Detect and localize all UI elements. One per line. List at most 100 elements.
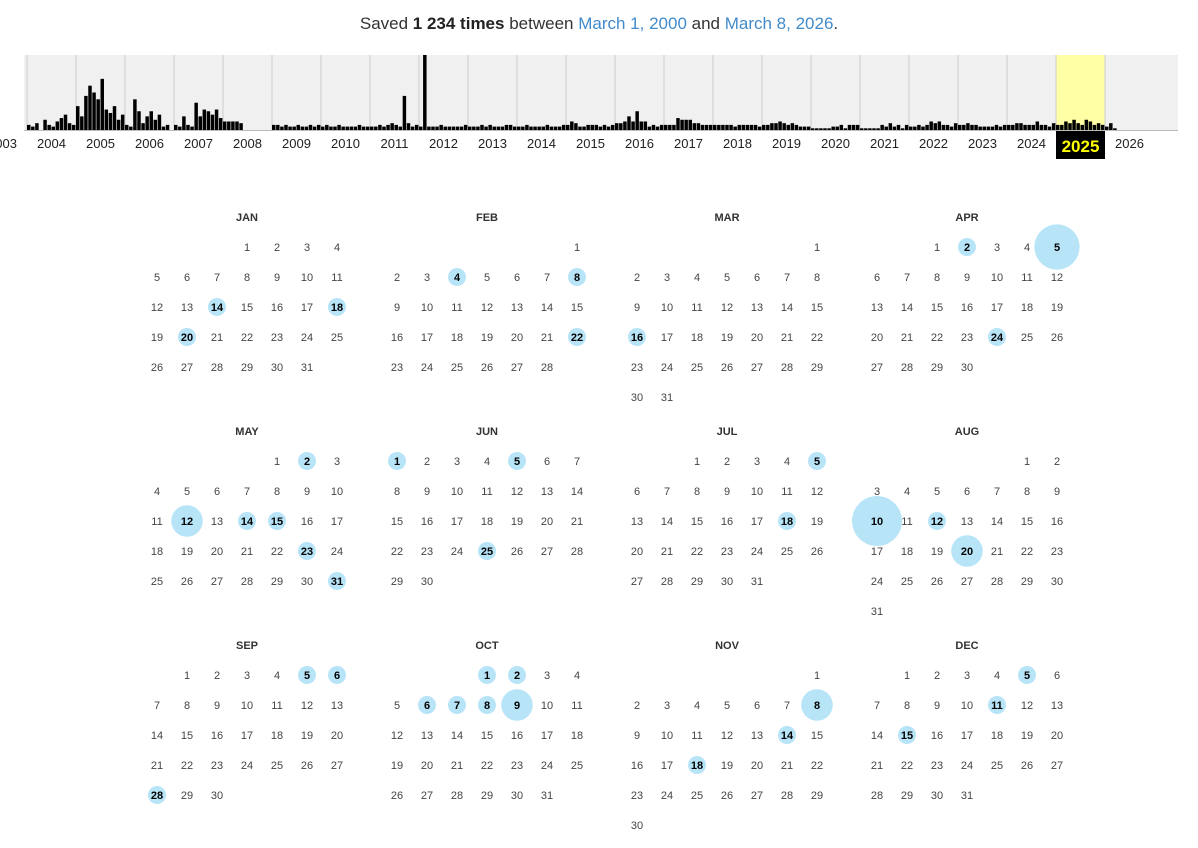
captured-day[interactable]: 5: [1054, 242, 1060, 254]
histogram-bar[interactable]: [725, 124, 729, 130]
histogram-bar[interactable]: [717, 124, 721, 130]
year-label[interactable]: 2013: [478, 136, 507, 151]
captured-day[interactable]: 25: [481, 546, 493, 558]
histogram-bar[interactable]: [529, 126, 533, 130]
histogram-bar[interactable]: [827, 128, 831, 130]
histogram-bar[interactable]: [304, 126, 309, 130]
year-label[interactable]: 2021: [870, 136, 899, 151]
captured-day[interactable]: 5: [304, 670, 310, 682]
captured-day[interactable]: 18: [331, 302, 343, 314]
histogram-bar[interactable]: [978, 126, 982, 130]
histogram-bar[interactable]: [1064, 121, 1068, 130]
histogram-bar[interactable]: [610, 124, 615, 130]
histogram-bar[interactable]: [382, 126, 386, 130]
histogram-bar[interactable]: [713, 124, 717, 130]
capture-bubble[interactable]: [298, 452, 316, 470]
histogram-bar[interactable]: [43, 119, 47, 130]
histogram-bar[interactable]: [174, 124, 178, 130]
year-label[interactable]: 2003: [0, 136, 17, 151]
capture-bubble[interactable]: [898, 726, 916, 744]
histogram-bar[interactable]: [598, 126, 603, 130]
histogram-bar[interactable]: [206, 111, 211, 130]
histogram-bar[interactable]: [59, 118, 64, 130]
capture-bubble[interactable]: [688, 756, 706, 774]
year-label[interactable]: 2011: [381, 136, 409, 151]
capture-bubble[interactable]: [988, 696, 1006, 714]
year-label[interactable]: 2009: [282, 136, 311, 151]
histogram-bar[interactable]: [655, 126, 660, 130]
histogram-bar[interactable]: [451, 126, 456, 130]
histogram-bar[interactable]: [357, 124, 362, 130]
histogram-bar[interactable]: [410, 126, 415, 130]
capture-bubble[interactable]: [808, 452, 826, 470]
capture-bubble[interactable]: [178, 328, 196, 346]
histogram-bar[interactable]: [692, 123, 697, 130]
captured-day[interactable]: 1: [394, 456, 400, 468]
captured-day[interactable]: 8: [484, 700, 490, 712]
captured-day[interactable]: 18: [781, 516, 793, 528]
histogram-bar[interactable]: [488, 124, 492, 130]
captured-day[interactable]: 8: [574, 272, 580, 284]
histogram-bar[interactable]: [643, 121, 648, 130]
histogram-bar[interactable]: [47, 124, 51, 130]
captured-day[interactable]: 20: [181, 332, 193, 344]
histogram-bar[interactable]: [459, 126, 464, 130]
histogram-bar[interactable]: [1035, 121, 1040, 130]
histogram-bar[interactable]: [831, 126, 835, 130]
histogram-bar[interactable]: [508, 124, 513, 130]
captured-day[interactable]: 10: [871, 516, 883, 528]
captured-day[interactable]: 15: [271, 516, 283, 528]
histogram-bar[interactable]: [990, 126, 995, 130]
captured-day[interactable]: 5: [814, 456, 820, 468]
histogram-bar[interactable]: [872, 128, 876, 130]
histogram-bar[interactable]: [737, 124, 741, 130]
histogram-bar[interactable]: [419, 126, 423, 130]
capture-bubble[interactable]: [778, 726, 796, 744]
histogram-bar[interactable]: [406, 123, 411, 130]
captured-day[interactable]: 20: [961, 546, 973, 558]
histogram-bar[interactable]: [1039, 124, 1044, 130]
histogram-bar[interactable]: [463, 124, 468, 130]
histogram-bar[interactable]: [753, 124, 758, 130]
capture-bubble[interactable]: [298, 542, 316, 560]
histogram-bar[interactable]: [1002, 124, 1007, 130]
histogram-bar[interactable]: [504, 124, 509, 130]
captured-day[interactable]: 8: [814, 700, 820, 712]
capture-bubble[interactable]: [268, 512, 286, 530]
histogram-bar[interactable]: [517, 126, 521, 130]
captured-day[interactable]: 23: [301, 546, 313, 558]
histogram-bar[interactable]: [639, 121, 643, 130]
capture-bubble[interactable]: [328, 298, 346, 316]
histogram-bar[interactable]: [855, 124, 860, 130]
selected-year-label[interactable]: 2025: [1062, 137, 1100, 156]
histogram-bar[interactable]: [100, 78, 104, 130]
histogram-bar[interactable]: [312, 126, 317, 130]
histogram-bar[interactable]: [766, 124, 770, 130]
histogram-bar[interactable]: [925, 124, 929, 130]
histogram-bar[interactable]: [937, 121, 942, 130]
histogram-bar[interactable]: [602, 124, 607, 130]
histogram-bar[interactable]: [321, 126, 325, 130]
captured-day[interactable]: 7: [454, 700, 460, 712]
histogram-bar[interactable]: [202, 109, 207, 130]
histogram-bar[interactable]: [1011, 124, 1015, 130]
histogram-bar[interactable]: [880, 124, 884, 130]
histogram-bar[interactable]: [782, 123, 786, 130]
histogram-bar[interactable]: [455, 126, 460, 130]
histogram-bar[interactable]: [680, 119, 684, 130]
histogram-bar[interactable]: [615, 123, 619, 130]
captured-day[interactable]: 22: [571, 332, 583, 344]
capture-bubble[interactable]: [928, 512, 946, 530]
capture-bubble[interactable]: [148, 786, 166, 804]
histogram-bar[interactable]: [860, 128, 864, 130]
histogram-bar[interactable]: [839, 124, 844, 130]
histogram-bar[interactable]: [1007, 124, 1011, 130]
capture-bubble[interactable]: [388, 452, 406, 470]
histogram-bar[interactable]: [231, 121, 235, 130]
histogram-bar[interactable]: [280, 126, 284, 130]
histogram-bar[interactable]: [414, 124, 419, 130]
histogram-bar[interactable]: [802, 126, 807, 130]
capture-bubble[interactable]: [238, 512, 256, 530]
histogram-bar[interactable]: [500, 126, 505, 130]
capture-bubble[interactable]: [778, 512, 796, 530]
